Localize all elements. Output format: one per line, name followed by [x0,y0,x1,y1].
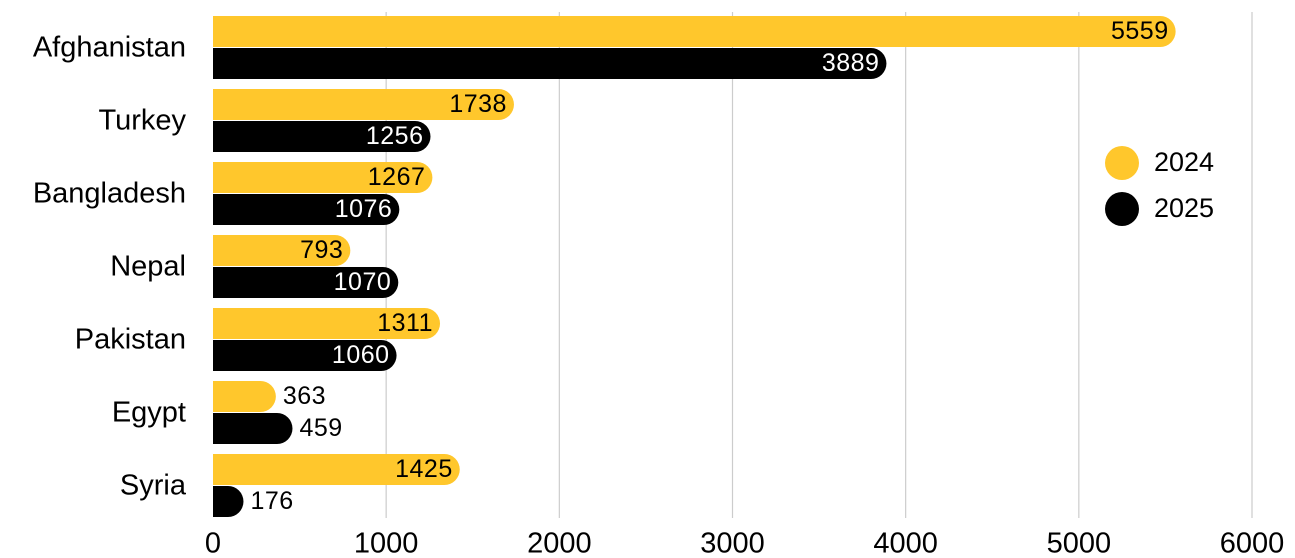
data-label: 1311 [377,309,433,337]
legend-label: 2025 [1154,193,1214,223]
legend-swatch-2025 [1105,192,1139,226]
bar-2024 [213,381,276,412]
data-label: 793 [300,236,343,264]
bar-2025 [213,267,399,298]
x-tick-label: 1000 [354,528,419,558]
bar-2024 [213,308,441,339]
category-label: Pakistan [75,324,186,356]
category-label: Egypt [112,397,186,429]
data-label: 5559 [1111,17,1169,45]
x-axis-ticks: 0 1000 2000 3000 4000 5000 6000 [205,528,1284,558]
x-tick-label: 4000 [873,528,938,558]
category-label: Bangladesh [33,178,186,210]
category-labels: Afghanistan Turkey Bangladesh Nepal Pakistan… [33,32,187,502]
data-label: 459 [299,414,342,442]
data-label: 176 [250,487,293,515]
x-tick-label: 5000 [1047,528,1112,558]
x-tick-label: 6000 [1220,528,1285,558]
data-label: 3889 [822,49,880,77]
data-label: 1060 [332,341,390,369]
data-label: 363 [283,382,326,410]
gridlines [385,12,1253,518]
x-tick-label: 3000 [700,528,765,558]
bar-2024 [213,162,433,193]
bar-2025 [213,121,431,152]
bar-2024 [213,89,514,120]
x-tick-label: 0 [205,528,221,558]
data-label: 1070 [334,268,392,296]
bar-2024 [213,235,351,266]
legend: 2024 2025 [1105,146,1214,226]
category-label: Nepal [110,251,186,283]
data-label: 1076 [335,195,393,223]
bar-2025 [213,486,244,517]
x-tick-label: 2000 [527,528,592,558]
data-label: 1267 [368,163,426,191]
data-label: 1425 [395,455,453,483]
bar-2025 [213,413,293,444]
category-label: Syria [120,470,187,502]
category-label: Afghanistan [33,32,186,64]
data-label: 1256 [366,122,424,150]
legend-swatch-2024 [1105,146,1139,180]
bar-2024 [213,16,1176,47]
bar-2025 [213,48,887,79]
category-label: Turkey [98,105,186,137]
legend-label: 2024 [1154,147,1214,177]
bars-group: 5559 3889 1738 1256 1267 1076 793 1070 1311 10603… [213,16,1176,517]
bar-2025 [213,194,400,225]
bar-2025 [213,340,397,371]
bar-2024 [213,454,460,485]
data-label: 1738 [449,90,507,118]
